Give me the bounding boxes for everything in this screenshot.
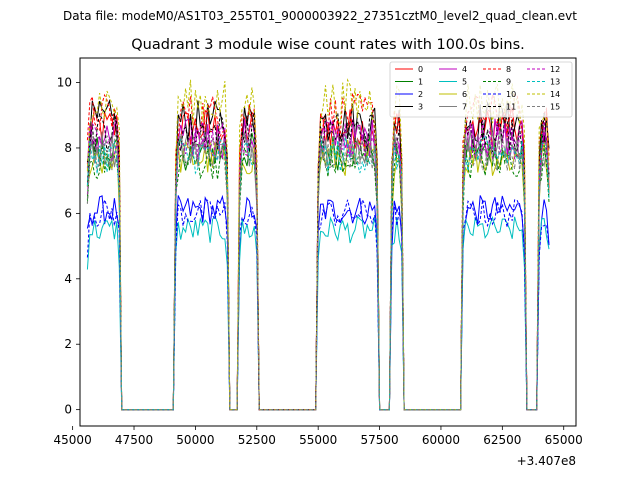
legend-label-10: 10 — [506, 90, 516, 99]
x-tick-label: 47500 — [115, 433, 153, 447]
legend-label-0: 0 — [418, 65, 423, 74]
legend-frame — [389, 61, 573, 118]
x-tick-label: 60000 — [422, 433, 460, 447]
legend-label-14: 14 — [550, 90, 560, 99]
x-tick-label: 55000 — [299, 433, 337, 447]
x-tick-label: 65000 — [545, 433, 583, 447]
y-axis: 0 2 4 6 8 10 — [57, 76, 80, 417]
y-tick-label: 10 — [57, 76, 72, 90]
series-line-14 — [86, 78, 550, 411]
legend-label-7: 7 — [462, 103, 467, 112]
legend-label-6: 6 — [462, 90, 467, 99]
legend-label-1: 1 — [418, 78, 423, 87]
x-tick-label: 52500 — [238, 433, 276, 447]
y-tick-label: 6 — [64, 206, 72, 220]
y-tick-label: 8 — [64, 141, 72, 155]
legend-label-8: 8 — [506, 65, 511, 74]
x-tick-label: 45000 — [54, 433, 92, 447]
x-tick-label: 57500 — [360, 433, 398, 447]
x-axis: 45000 47500 50000 52500 55000 57500 60000 62500… — [54, 426, 583, 447]
legend-label-11: 11 — [506, 103, 516, 112]
chart-title: Quadrant 3 module wise count rates with … — [131, 37, 525, 53]
legend-label-13: 13 — [550, 78, 560, 87]
y-tick-label: 4 — [64, 272, 72, 286]
legend-label-2: 2 — [418, 90, 423, 99]
legend-label-4: 4 — [462, 65, 467, 74]
x-tick-label: 62500 — [483, 433, 521, 447]
legend-label-15: 15 — [550, 103, 560, 112]
y-tick-label: 0 — [64, 403, 72, 417]
legend-label-9: 9 — [506, 78, 511, 87]
legend-label-5: 5 — [462, 78, 467, 87]
plot-area-frame — [79, 57, 577, 427]
series-layer — [86, 78, 550, 411]
legend-label-3: 3 — [418, 103, 423, 112]
x-axis-offset-label: +3.407e8 — [517, 454, 576, 468]
series-line-15 — [86, 131, 550, 411]
y-tick-label: 2 — [64, 337, 72, 351]
legend-label-12: 12 — [550, 65, 560, 74]
x-tick-label: 50000 — [176, 433, 214, 447]
figure-suptitle: Data file: modeM0/AS1T03_255T01_90000039… — [63, 9, 577, 23]
